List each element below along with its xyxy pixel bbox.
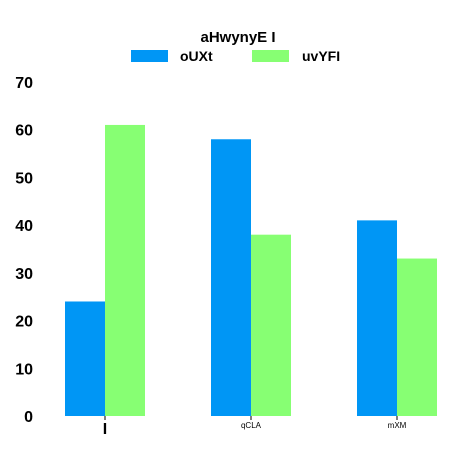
bar-uvYFI-qCLA bbox=[251, 234, 291, 416]
y-tick-label: 0 bbox=[24, 409, 33, 426]
bars bbox=[65, 124, 437, 416]
y-axis: 0 10 20 30 40 50 60 70 bbox=[15, 75, 33, 426]
y-tick-label: 60 bbox=[15, 123, 33, 140]
y-tick-label: 10 bbox=[15, 361, 33, 378]
y-tick-label: 40 bbox=[15, 218, 33, 235]
x-tick-label: I bbox=[103, 421, 107, 438]
x-tick-label: qCLA bbox=[241, 421, 262, 430]
legend-swatch-uvYFI bbox=[252, 50, 289, 62]
legend-label-oUXt: oUXt bbox=[180, 48, 213, 64]
chart-title: aHwynyE I bbox=[200, 29, 275, 46]
y-tick-label: 20 bbox=[15, 314, 33, 331]
legend: oUXt uvYFI bbox=[131, 48, 340, 64]
x-tick-label: mXM bbox=[388, 421, 407, 430]
bar-oUXt-I bbox=[65, 301, 105, 416]
bar-oUXt-qCLA bbox=[211, 139, 251, 416]
legend-label-uvYFI: uvYFI bbox=[302, 48, 340, 64]
legend-swatch-oUXt bbox=[131, 50, 168, 62]
y-tick-label: 70 bbox=[15, 75, 33, 92]
bar-uvYFI-I bbox=[105, 124, 145, 416]
y-tick-label: 30 bbox=[15, 266, 33, 283]
bar-oUXt-mXM bbox=[357, 220, 397, 416]
bar-uvYFI-mXM bbox=[397, 258, 437, 416]
y-tick-label: 50 bbox=[15, 170, 33, 187]
